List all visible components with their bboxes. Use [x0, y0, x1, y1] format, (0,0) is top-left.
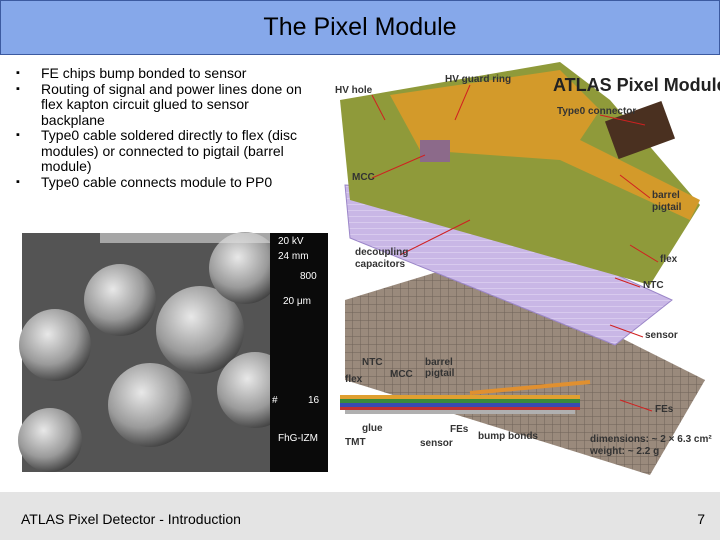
- diagram-label: Type0 connector: [557, 106, 636, 117]
- diagram-label: MCC: [390, 369, 413, 380]
- sem-label: FhG-IZM: [278, 433, 318, 444]
- diagram-label: flex: [345, 374, 363, 385]
- footer: ATLAS Pixel Detector - Introduction 7: [0, 492, 720, 540]
- sem-label: 20 kV: [278, 236, 304, 247]
- diagram-label: FEs: [450, 424, 469, 435]
- artwork: 20 kV 24 mm 800 20 μm # 16 FhG-IZM ATLAS Pixel…: [18, 62, 720, 475]
- diagram-label: weight: ~ 2.2 g: [589, 446, 659, 457]
- diagram-label: TMT: [345, 437, 366, 448]
- diagram-label: MCC: [352, 172, 375, 183]
- diagram-label: FEs: [655, 404, 674, 415]
- bullet: Type0 cable connects module to PP0: [14, 174, 314, 191]
- diagram-label: sensor: [645, 330, 678, 341]
- sem-label: 24 mm: [278, 251, 309, 262]
- bullet-list: FE chips bump bonded to sensorRouting of…: [14, 65, 314, 191]
- diagram-label: NTC: [362, 357, 383, 368]
- diagram-label: flex: [660, 254, 678, 265]
- diagram-label: pigtail: [425, 368, 455, 379]
- diagram-label: barrel: [652, 190, 680, 201]
- diagram-label: sensor: [420, 438, 453, 449]
- diagram-label: HV hole: [335, 85, 373, 96]
- bullet: Type0 cable soldered directly to flex (d…: [14, 127, 314, 175]
- diagram-label: barrel: [425, 357, 453, 368]
- diagram-label: capacitors: [355, 259, 405, 270]
- bullet: Routing of signal and power lines done o…: [14, 81, 314, 129]
- diagram-label: HV guard ring: [445, 74, 511, 85]
- module-diagram: ATLAS Pixel Module HV hole HV guard ring Ty…: [335, 62, 720, 475]
- diagram-heading: ATLAS Pixel Module: [553, 75, 720, 95]
- sem-label: #: [272, 395, 278, 406]
- diagram-label: NTC: [643, 280, 664, 291]
- slide-title: The Pixel Module: [0, 0, 720, 55]
- diagram-label: pigtail: [652, 202, 682, 213]
- sem-label: 20 μm: [283, 296, 311, 307]
- page-number: 7: [697, 511, 705, 527]
- sem-label: 800: [300, 271, 317, 282]
- sem-image: 20 kV 24 mm 800 20 μm # 16 FhG-IZM: [18, 232, 328, 472]
- diagram-label: dimensions: ~ 2 × 6.3 cm²: [590, 434, 712, 445]
- diagram-label: decoupling: [355, 247, 408, 258]
- diagram-label: bump bonds: [478, 431, 538, 442]
- bullet: FE chips bump bonded to sensor: [14, 65, 314, 82]
- diagram-label: glue: [362, 423, 383, 434]
- footer-text: ATLAS Pixel Detector - Introduction: [21, 511, 241, 527]
- sem-label: 16: [308, 395, 320, 406]
